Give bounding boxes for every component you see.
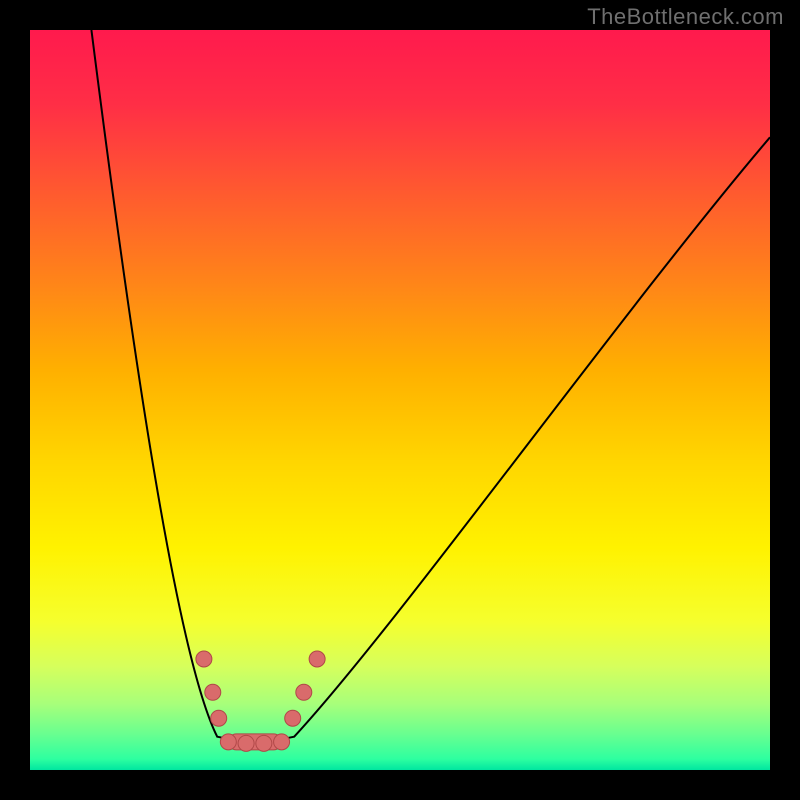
- marker-left-2: [211, 710, 227, 726]
- canvas-root: TheBottleneck.com: [0, 0, 800, 800]
- marker-bottom-2: [256, 735, 272, 751]
- marker-bottom-1: [238, 735, 254, 751]
- marker-bottom-3: [274, 734, 290, 750]
- gradient-plot: [30, 30, 770, 770]
- marker-left-1: [205, 684, 221, 700]
- marker-right-0: [285, 710, 301, 726]
- gradient-background: [30, 30, 770, 770]
- plot-svg: [30, 30, 770, 770]
- marker-left-0: [196, 651, 212, 667]
- marker-bottom-0: [220, 734, 236, 750]
- marker-right-2: [309, 651, 325, 667]
- watermark-text: TheBottleneck.com: [587, 4, 784, 30]
- marker-right-1: [296, 684, 312, 700]
